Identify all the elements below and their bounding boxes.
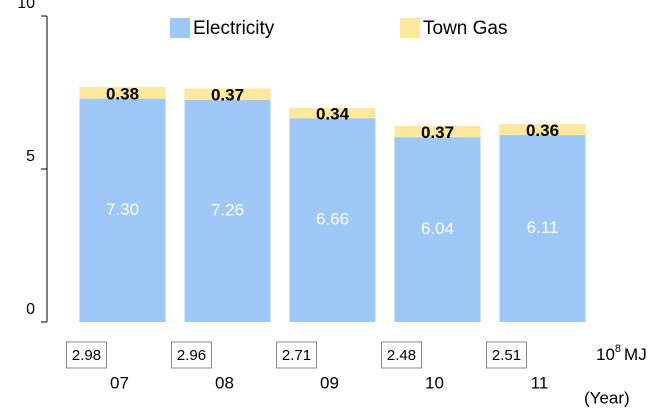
x-tick-label: 10	[425, 373, 444, 392]
value-label: 0.37	[421, 123, 454, 142]
value-label: 6.66	[316, 210, 349, 229]
boxed-value-frame	[486, 341, 527, 369]
bar-segment	[499, 124, 586, 136]
unit-exponent: 8	[615, 343, 621, 355]
boxed-value: 2.51	[492, 347, 521, 364]
bar-segment	[499, 135, 586, 322]
value-label: 7.30	[106, 200, 139, 219]
bar-segment	[79, 98, 166, 323]
value-label: 0.38	[106, 84, 139, 103]
unit-name: MJ	[624, 345, 647, 364]
bar-segment	[394, 125, 481, 138]
value-label: 0.37	[211, 86, 244, 105]
value-label: 0.34	[316, 104, 350, 123]
x-tick-label: 08	[215, 373, 234, 392]
legend-label: Town Gas	[423, 18, 507, 39]
y-tick-label: 0	[26, 301, 35, 318]
x-tick-label: 11	[531, 373, 549, 392]
y-tick-label: 5	[26, 148, 35, 165]
bar-segment	[184, 99, 271, 323]
bar-segment	[289, 107, 376, 119]
bar-segment	[289, 118, 376, 322]
value-label: 6.11	[527, 218, 559, 237]
boxed-value: 2.48	[387, 347, 416, 364]
bar-segment	[394, 137, 481, 322]
x-tick-label: 09	[320, 373, 339, 392]
boxed-value-frame	[276, 341, 317, 369]
legend-swatch	[400, 18, 420, 38]
value-label: 7.26	[211, 200, 244, 219]
bar-segment	[79, 86, 166, 99]
legend-label: Electricity	[193, 18, 275, 39]
x-axis-label: (Year)	[584, 388, 630, 407]
unit-label: 108 MJ	[596, 343, 647, 365]
value-label: 6.04	[421, 219, 454, 238]
boxed-value-frame	[171, 341, 212, 369]
boxed-value-frame	[381, 341, 422, 369]
y-tick-label: 10	[17, 0, 35, 12]
x-tick-label: 07	[110, 373, 129, 392]
value-label: 0.36	[526, 121, 559, 140]
legend-swatch	[170, 18, 190, 38]
boxed-value-frame	[66, 341, 107, 369]
unit-base: 10	[596, 345, 615, 364]
boxed-value: 2.96	[177, 347, 206, 364]
boxed-value: 2.71	[282, 347, 311, 364]
boxed-value: 2.98	[72, 347, 101, 364]
bar-segment	[184, 88, 271, 100]
